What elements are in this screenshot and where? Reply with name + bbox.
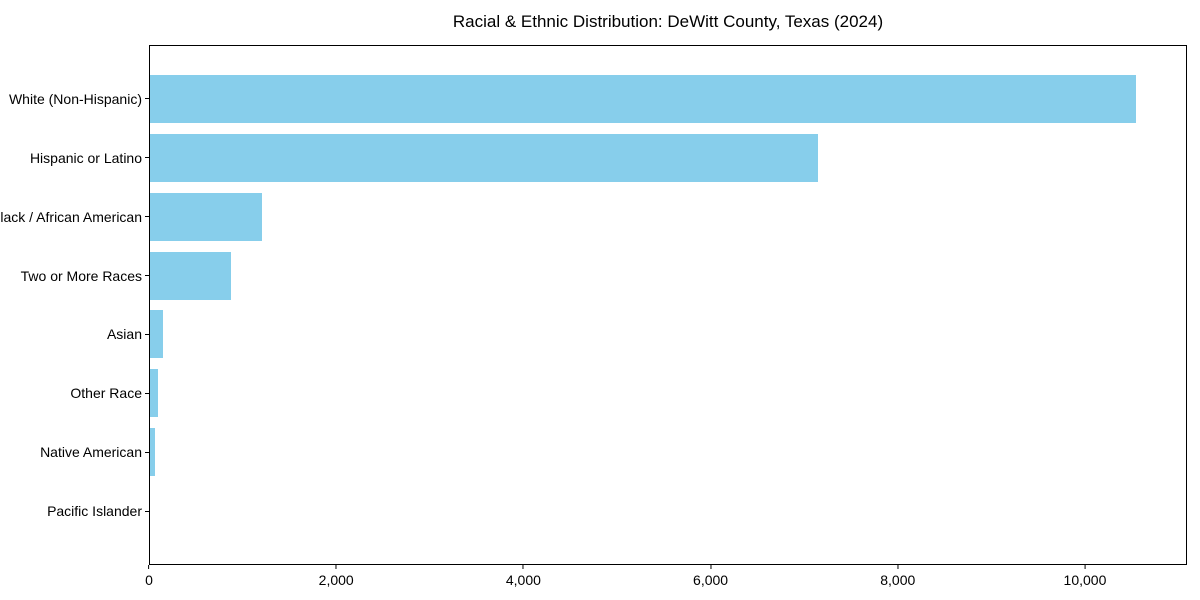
x-tick-mark: [522, 565, 524, 569]
category-label: Asian: [106, 326, 142, 343]
bar: [150, 251, 232, 300]
bar: [150, 192, 263, 241]
y-tick-mark: [145, 451, 149, 453]
x-tick-label: 10,000: [1063, 572, 1107, 588]
x-tick-label: 4,000: [505, 572, 541, 588]
bar: [150, 369, 159, 418]
x-tick-label: 2,000: [318, 572, 354, 588]
x-tick-mark: [335, 565, 337, 569]
x-tick-mark: [710, 565, 712, 569]
x-tick: 10,000: [1063, 565, 1107, 588]
x-tick: 2,000: [319, 565, 354, 587]
x-tick: 4,000: [506, 565, 541, 587]
bar-row: White (Non-Hispanic): [9, 70, 1186, 129]
chart-title: Racial & Ethnic Distribution: DeWitt Cou…: [452, 12, 884, 31]
x-tick-mark: [1084, 565, 1086, 569]
category-label: Other Race: [70, 385, 142, 402]
category-label: Pacific Islander: [47, 503, 142, 520]
x-tick-label: 8,000: [880, 572, 916, 588]
category-label: White (Non-Hispanic): [8, 90, 142, 107]
y-tick-mark: [145, 333, 149, 335]
bar-row: Asian: [107, 305, 1186, 364]
category-label: Two or More Races: [20, 267, 142, 284]
y-tick-mark: [145, 157, 149, 159]
x-tick-mark: [148, 565, 150, 569]
x-tick-label: 0: [145, 572, 153, 588]
bar-rows: White (Non-Hispanic) Hispanic or Latino Bl…: [0, 46, 1186, 564]
bar-row: Hispanic or Latino: [30, 128, 1186, 187]
bar-row: Two or More Races: [21, 246, 1186, 305]
x-tick-label: 6,000: [693, 572, 729, 588]
y-tick-mark: [145, 98, 149, 100]
x-tick: 0: [145, 565, 153, 587]
bar-row: Black / African American: [0, 187, 1186, 246]
x-tick: 8,000: [880, 565, 915, 587]
bar: [150, 133, 818, 182]
y-tick-mark: [145, 392, 149, 394]
category-label: Hispanic or Latino: [29, 149, 142, 166]
bar: [150, 310, 163, 359]
y-tick-mark: [145, 275, 149, 277]
category-label: Black / African American: [0, 208, 142, 225]
y-tick-mark: [145, 216, 149, 218]
x-tick-mark: [897, 565, 899, 569]
x-axis-ticks: 0 2,000 4,000 6,000 8,000 10,000: [145, 565, 1187, 595]
bar-row: Pacific Islander: [47, 482, 1186, 541]
category-label: Native American: [40, 444, 142, 461]
y-tick-mark: [145, 510, 149, 512]
bar: [150, 74, 1136, 123]
plot-area: White (Non-Hispanic) Hispanic or Latino Bl…: [0, 45, 1187, 565]
x-tick: 6,000: [693, 565, 728, 587]
bar: [150, 428, 155, 477]
bar-row: Native American: [40, 423, 1186, 482]
bar-row: Other Race: [70, 364, 1186, 423]
